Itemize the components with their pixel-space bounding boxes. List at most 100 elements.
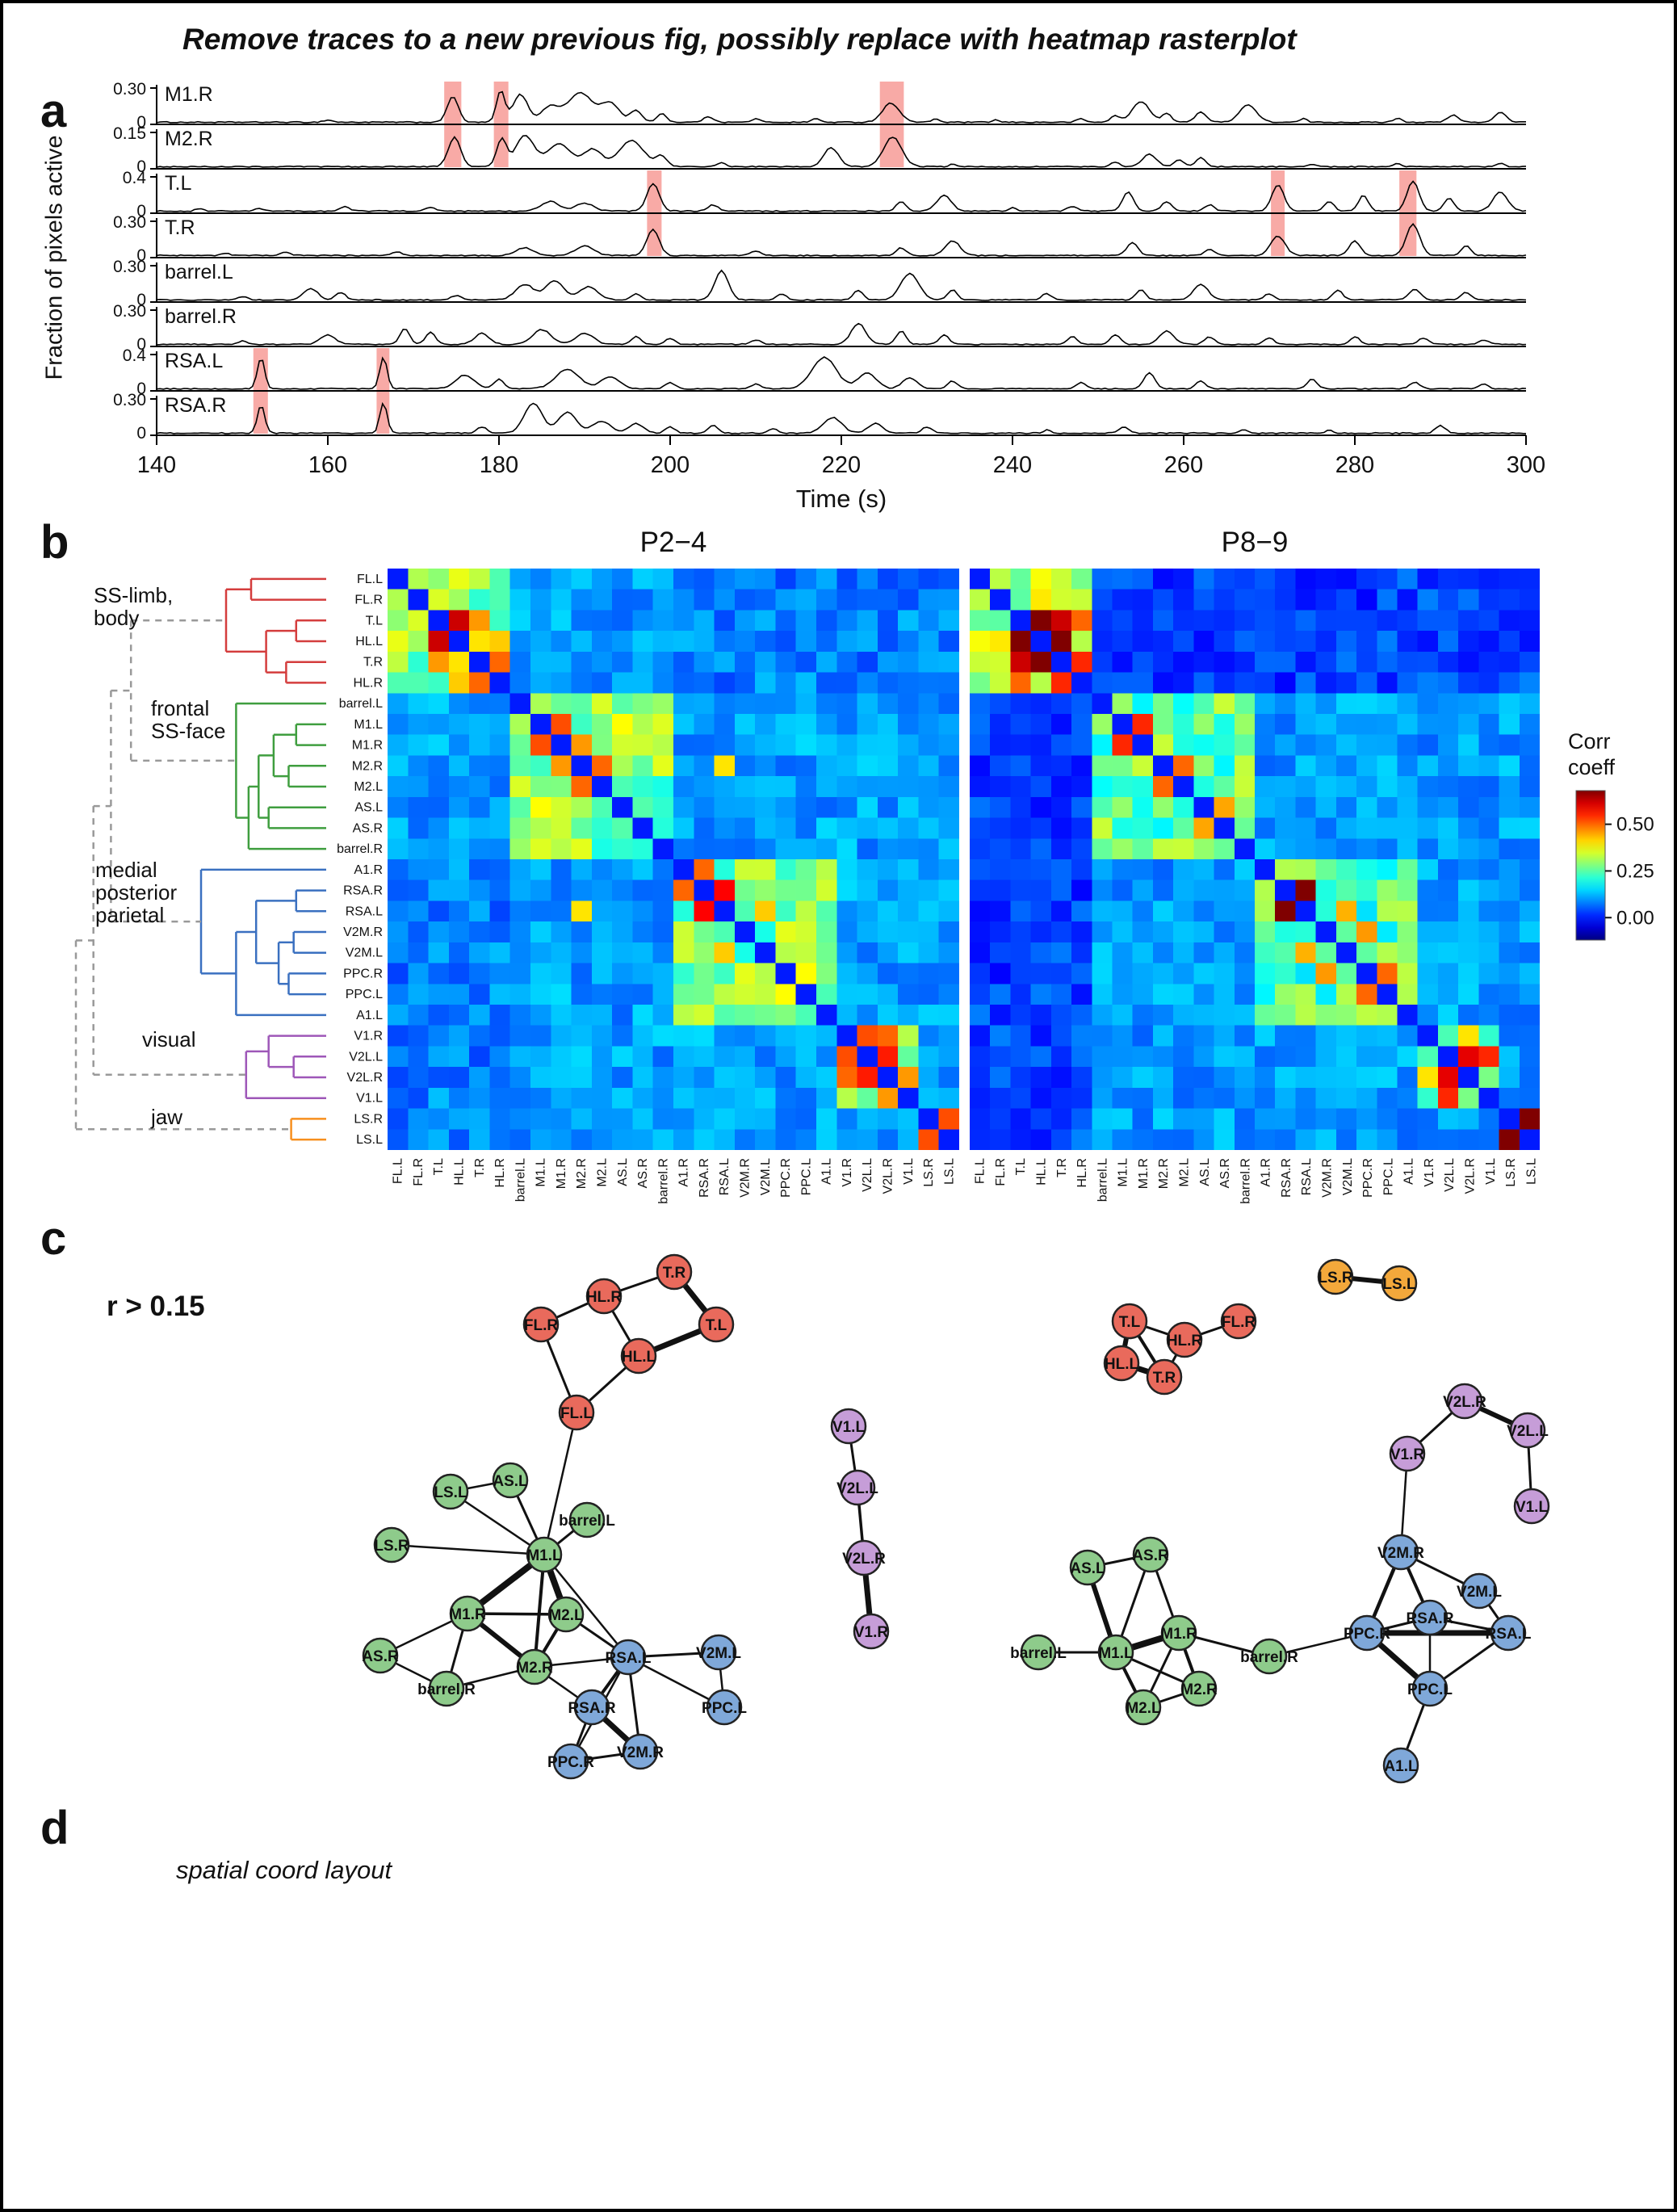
x-tick-label: 220 xyxy=(822,452,861,478)
heatmap-col-label: PPC.R xyxy=(1361,1158,1375,1198)
y-tick-label: 0.30 xyxy=(113,80,146,99)
network-node-label: HL.L xyxy=(622,1349,656,1366)
heatmap-col-label: LS.R xyxy=(1504,1158,1518,1187)
y-tick-label: 0.4 xyxy=(123,346,147,365)
network-edge xyxy=(627,1656,725,1709)
heatmap-col-label: M1.L xyxy=(1117,1158,1130,1187)
heatmap-col-label: HL.L xyxy=(453,1158,467,1186)
cluster-label: SS-limb, xyxy=(94,583,173,607)
heatmap-row-label: A1.R xyxy=(354,863,383,877)
network-edge xyxy=(534,1665,593,1709)
panel-a-ylabel: Fraction of pixels active xyxy=(41,135,68,380)
heatmap-row-label: V2L.L xyxy=(349,1050,383,1064)
network-node xyxy=(845,1539,883,1576)
activity-trace xyxy=(156,135,1527,168)
network-edge xyxy=(1184,1320,1239,1341)
network-node-label: M1.L xyxy=(526,1547,562,1564)
network-node xyxy=(1382,1534,1419,1571)
network-node-label: M1.L xyxy=(1098,1645,1134,1662)
network-edge xyxy=(627,1656,642,1752)
heatmap-col-label: V2M.R xyxy=(739,1158,753,1198)
x-tick-label: 160 xyxy=(308,452,347,478)
heatmap-row-label: V1.L xyxy=(356,1092,383,1106)
network-node-label: AS.R xyxy=(1132,1547,1169,1564)
heatmap-row-label: M2.R xyxy=(352,759,383,773)
network-node-label: V2M.L xyxy=(696,1645,741,1662)
network-edge xyxy=(717,1652,726,1708)
network-edge xyxy=(533,1613,568,1668)
event-highlight xyxy=(493,82,509,167)
network-node-label: V2M.R xyxy=(1377,1545,1424,1562)
heatmap-row-label: HL.L xyxy=(355,635,383,648)
heatmap-title-p2-4: P2−4 xyxy=(639,527,707,558)
network-node-label: RSA.R xyxy=(1406,1610,1453,1627)
heatmap-col-label: barrel.L xyxy=(1096,1158,1109,1202)
trace-row-label: RSA.R xyxy=(165,394,226,417)
heatmap-row-label: barrel.L xyxy=(339,697,383,711)
cluster-label: body xyxy=(94,606,139,630)
heatmap-col-label: V2L.R xyxy=(882,1158,895,1194)
network-node xyxy=(1125,1689,1162,1726)
heatmap-col-label: M2.R xyxy=(575,1158,589,1189)
network-edge xyxy=(391,1543,545,1556)
heatmap-col-label: barrel.R xyxy=(656,1158,670,1204)
cluster-label: posterior xyxy=(95,880,177,905)
network-node xyxy=(1103,1345,1140,1382)
network-node xyxy=(432,1473,469,1510)
network-node xyxy=(1069,1549,1106,1586)
heatmap-row-label: V2L.R xyxy=(347,1071,383,1085)
network-node-label: M2.R xyxy=(516,1660,553,1677)
network-edge xyxy=(1129,1320,1185,1341)
network-node xyxy=(1160,1614,1197,1652)
network-edge xyxy=(543,1412,578,1555)
activity-trace xyxy=(156,322,1527,346)
network-edge xyxy=(602,1295,640,1357)
network-node xyxy=(1461,1572,1498,1610)
network-edge xyxy=(1399,1551,1432,1618)
network-edge xyxy=(540,1295,605,1326)
network-node-label: M2.L xyxy=(548,1607,584,1624)
cluster-label: medial xyxy=(95,858,157,882)
heatmap-row-label: T.L xyxy=(366,614,383,628)
network-node-label: LS.R xyxy=(1318,1270,1353,1286)
x-tick-label: 200 xyxy=(651,452,690,478)
network-edge xyxy=(603,1270,675,1298)
activity-trace xyxy=(156,90,1526,124)
heatmap-row-label: RSA.L xyxy=(346,905,383,918)
network-node xyxy=(568,1501,606,1538)
heatmap-p2-4-canvas xyxy=(388,569,959,1150)
y-tick-label: 0.15 xyxy=(113,124,146,143)
trace-row-label: T.L xyxy=(165,172,191,195)
network-edge xyxy=(1365,1551,1403,1634)
heatmap-col-label: LS.L xyxy=(1524,1158,1538,1185)
network-node xyxy=(1146,1358,1183,1396)
activity-trace xyxy=(156,356,1527,390)
heatmap-row-label: LS.L xyxy=(356,1133,383,1147)
network-edge xyxy=(1163,1339,1186,1378)
network-node xyxy=(558,1394,595,1431)
network-edge xyxy=(450,1490,545,1556)
heatmap-row-label: AS.R xyxy=(353,821,383,835)
network-edge xyxy=(1429,1631,1509,1690)
network-node-label: M1.R xyxy=(1160,1626,1197,1643)
network-edge xyxy=(1142,1687,1200,1709)
trace-row-label: M2.R xyxy=(165,128,213,150)
heatmap-row-label: FL.R xyxy=(354,594,383,607)
network-edge xyxy=(1268,1631,1368,1658)
heatmap-row-label: PPC.L xyxy=(346,988,383,1001)
cluster-label: visual xyxy=(142,1027,195,1051)
panel-c-label: c xyxy=(40,1212,67,1265)
network-node xyxy=(700,1634,737,1671)
heatmap-title-p8-9: P8−9 xyxy=(1221,527,1289,558)
network-edge xyxy=(590,1656,630,1709)
network-node-label: PPC.L xyxy=(702,1700,747,1717)
y-tick-label: 0 xyxy=(136,424,146,443)
network-node-label: RSA.L xyxy=(1486,1626,1532,1643)
x-tick-label: 140 xyxy=(137,452,176,478)
heatmap-col-label: PPC.L xyxy=(799,1158,813,1195)
network-edge xyxy=(509,1480,546,1555)
heatmap-col-label: AS.R xyxy=(1218,1158,1232,1188)
network-edge xyxy=(1335,1274,1400,1286)
y-tick-label: 0.30 xyxy=(113,302,146,321)
